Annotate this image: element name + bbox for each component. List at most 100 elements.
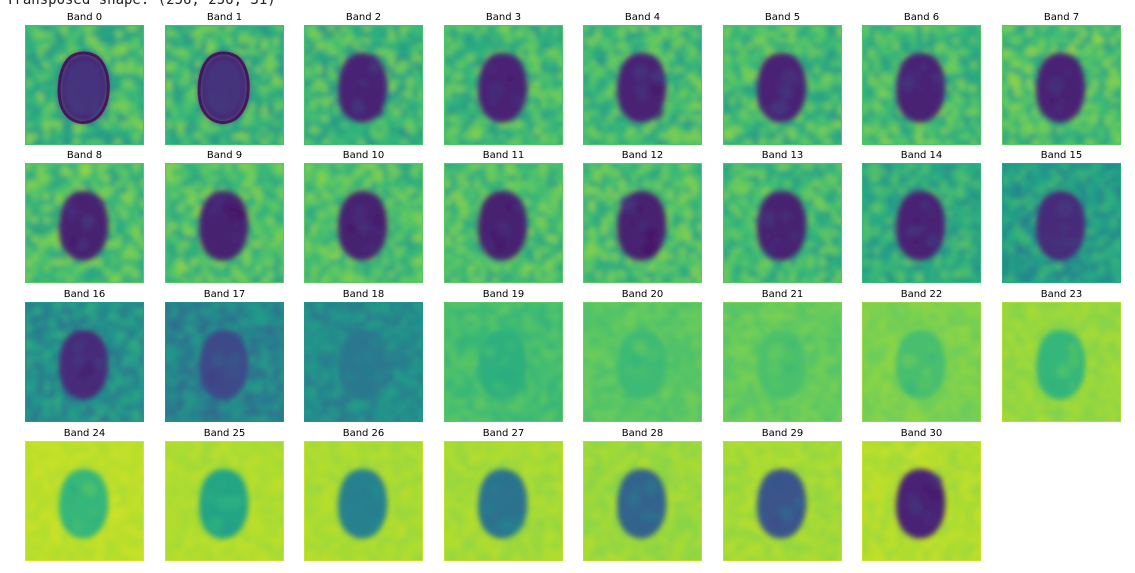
- band-object: [617, 191, 667, 261]
- band-image: [25, 441, 144, 561]
- band-image: [723, 441, 842, 561]
- band-panel: Band 14: [862, 150, 981, 285]
- band-image-canvas: [862, 163, 981, 283]
- band-title: Band 9: [206, 150, 243, 161]
- band-panel: Band 6: [862, 12, 981, 147]
- band-object: [199, 330, 249, 400]
- band-panel: Band 13: [723, 150, 842, 285]
- band-title: Band 17: [203, 289, 246, 300]
- band-panel: Band 5: [723, 12, 842, 147]
- band-panel: Band 15: [1002, 150, 1121, 285]
- band-image-canvas: [723, 441, 842, 561]
- band-object: [896, 53, 946, 123]
- band-image-canvas: [304, 441, 423, 561]
- band-panel: Band 8: [25, 150, 144, 285]
- band-image: [723, 163, 842, 283]
- band-image-canvas: [25, 25, 144, 145]
- band-image: [25, 163, 144, 283]
- band-title: Band 16: [63, 289, 106, 300]
- band-title: Band 5: [764, 12, 801, 23]
- band-edge: [444, 163, 563, 283]
- band-panel: Band 29: [723, 428, 842, 563]
- band-object: [896, 469, 946, 539]
- band-edge: [444, 441, 563, 561]
- band-edge: [723, 441, 842, 561]
- band-title: Band 25: [203, 428, 246, 439]
- band-edge: [723, 302, 842, 422]
- band-edge: [862, 163, 981, 283]
- band-object: [59, 330, 109, 400]
- band-image: [25, 25, 144, 145]
- band-image: [165, 441, 284, 561]
- band-object: [896, 191, 946, 261]
- band-object: [59, 191, 109, 261]
- band-object: [199, 191, 249, 261]
- band-title: Band 7: [1043, 12, 1080, 23]
- band-image: [165, 302, 284, 422]
- band-object: [757, 191, 807, 261]
- band-title: Band 26: [342, 428, 385, 439]
- band-title: Band 14: [900, 150, 943, 161]
- band-object: [338, 330, 388, 400]
- band-title: Band 8: [66, 150, 103, 161]
- band-image-canvas: [723, 302, 842, 422]
- band-image: [583, 163, 702, 283]
- band-panel: Band 4: [583, 12, 702, 147]
- band-object: [338, 191, 388, 261]
- band-panel: Band 24: [25, 428, 144, 563]
- band-image-canvas: [25, 163, 144, 283]
- band-image: [862, 163, 981, 283]
- band-object: [757, 53, 807, 123]
- band-title: Band 1: [206, 12, 243, 23]
- band-object-rim: [197, 51, 250, 125]
- band-edge: [304, 25, 423, 145]
- band-title: Band 18: [342, 289, 385, 300]
- band-edge: [1002, 163, 1121, 283]
- band-image-canvas: [1002, 302, 1121, 422]
- band-edge: [583, 302, 702, 422]
- band-edge: [862, 302, 981, 422]
- band-edge: [583, 25, 702, 145]
- band-title: Band 3: [485, 12, 522, 23]
- band-image-canvas: [1002, 163, 1121, 283]
- band-object: [478, 469, 528, 539]
- band-panel: Band 3: [444, 12, 563, 147]
- band-edge: [25, 302, 144, 422]
- band-title: Band 22: [900, 289, 943, 300]
- band-image-canvas: [304, 163, 423, 283]
- band-panel: Band 25: [165, 428, 284, 563]
- band-object: [617, 330, 667, 400]
- band-image: [583, 302, 702, 422]
- band-image: [165, 25, 284, 145]
- band-object: [338, 469, 388, 539]
- band-image-canvas: [583, 441, 702, 561]
- band-title: Band 23: [1040, 289, 1083, 300]
- band-edge: [304, 302, 423, 422]
- band-panel: Band 7: [1002, 12, 1121, 147]
- band-edge: [444, 302, 563, 422]
- band-image: [1002, 163, 1121, 283]
- band-title: Band 10: [342, 150, 385, 161]
- band-panel: Band 23: [1002, 289, 1121, 424]
- band-image-canvas: [723, 163, 842, 283]
- band-image-canvas: [444, 302, 563, 422]
- band-image-canvas: [862, 302, 981, 422]
- band-image-canvas: [304, 25, 423, 145]
- band-image-canvas: [862, 441, 981, 561]
- band-image-canvas: [25, 302, 144, 422]
- band-title: Band 24: [63, 428, 106, 439]
- band-image-canvas: [583, 163, 702, 283]
- band-title: Band 29: [761, 428, 804, 439]
- band-edge: [165, 302, 284, 422]
- band-panel: Band 18: [304, 289, 423, 424]
- band-edge: [165, 25, 284, 145]
- band-edge: [583, 163, 702, 283]
- band-panel: Band 30: [862, 428, 981, 563]
- band-edge: [862, 25, 981, 145]
- band-title: Band 20: [621, 289, 664, 300]
- band-panel: Band 28: [583, 428, 702, 563]
- band-title: Band 28: [621, 428, 664, 439]
- band-image-canvas: [25, 441, 144, 561]
- band-panel: Band 10: [304, 150, 423, 285]
- band-object-rim: [57, 51, 110, 125]
